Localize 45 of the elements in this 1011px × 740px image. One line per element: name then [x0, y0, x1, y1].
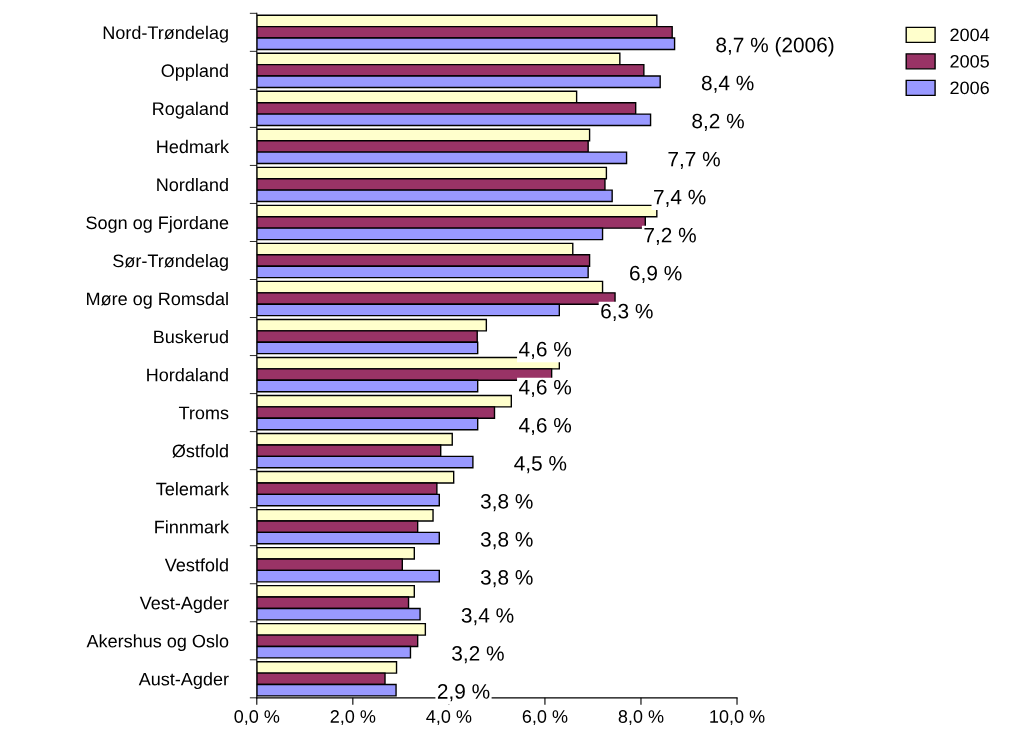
- y-tick-label: Nord-Trøndelag: [103, 25, 228, 43]
- y-tick-label: Finnmark: [155, 520, 230, 534]
- y-tick-label: Troms: [178, 406, 229, 420]
- data-label: 6,9 %: [630, 265, 682, 283]
- data-label: 4,6 %: [519, 417, 572, 436]
- y-tick-label: Telemark: [156, 482, 230, 496]
- data-label: 3,8 %: [480, 570, 533, 588]
- data-label: 7,4 %: [654, 189, 706, 207]
- data-label: 8,4 %: [701, 75, 754, 93]
- x-tick-label: 0,0 %: [234, 710, 280, 726]
- data-label: 7,2 %: [644, 227, 696, 245]
- y-tick-label: Buskerud: [154, 330, 228, 344]
- data-label: 3,8 %: [480, 531, 533, 550]
- x-tick-label: 10,0 %: [710, 710, 765, 726]
- data-label: 8,2 %: [692, 113, 744, 131]
- y-tick-label: Hedmark: [157, 139, 230, 154]
- data-label: 7,7 %: [668, 151, 720, 169]
- y-tick-label: Rogaland: [153, 101, 228, 119]
- legend-label: 2005: [950, 54, 989, 68]
- x-tick-label: 8,0 %: [618, 710, 664, 726]
- y-tick-label: Akershus og Oslo: [86, 634, 229, 652]
- y-tick-label: Sogn og Fjordane: [86, 215, 229, 233]
- y-tick-label: Hordaland: [147, 368, 228, 382]
- y-tick-label: Nordland: [157, 177, 228, 192]
- data-label: 4,5 %: [514, 456, 567, 474]
- y-tick-label: Vestfold: [164, 558, 228, 572]
- x-tick-label: 4,0 %: [426, 710, 472, 726]
- data-label: 3,4 %: [461, 608, 514, 626]
- y-tick-label: Vest-Agder: [139, 596, 229, 614]
- data-label: 2,9 %: [437, 684, 490, 702]
- data-label: 8,7 % (2006): [716, 37, 834, 57]
- legend-label: 2006: [950, 81, 989, 95]
- legend-label: 2004: [950, 28, 990, 42]
- y-tick-label: Oppland: [161, 63, 228, 81]
- data-label: 3,2 %: [452, 646, 504, 664]
- data-label: 6,3 %: [601, 303, 653, 322]
- y-tick-label: Møre og Romsdal: [87, 291, 228, 309]
- x-tick-label: 2,0 %: [330, 710, 376, 726]
- y-tick-label: Østfold: [172, 444, 228, 458]
- data-label: 4,6 %: [519, 379, 572, 398]
- y-tick-label: Aust-Agder: [138, 672, 229, 690]
- x-tick-label: 6,0 %: [522, 710, 568, 726]
- y-tick-label: Sør-Trøndelag: [113, 253, 228, 271]
- data-label: 4,6 %: [519, 341, 572, 360]
- data-label: 3,8 %: [480, 493, 533, 512]
